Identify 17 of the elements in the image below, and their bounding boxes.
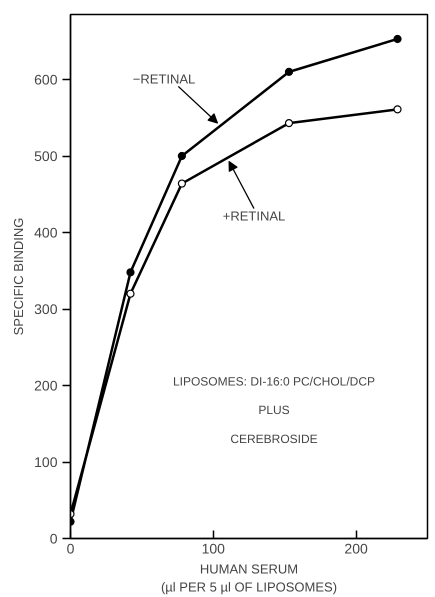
- x-tick-label: 100: [202, 540, 226, 556]
- y-tick-label: 400: [34, 224, 58, 241]
- y-tick-label: 300: [34, 301, 58, 318]
- annotation: −RETINAL: [132, 71, 196, 86]
- y-tick-label: 100: [34, 454, 58, 470]
- annotation: PLUS: [258, 403, 290, 418]
- x-axis-title: HUMAN SERUM (µl PER 5 µl OF LIPOSOMES): [160, 562, 338, 594]
- y-axis-title: SPECIFIC BINDING: [11, 218, 26, 336]
- y-tick-label: 500: [34, 148, 58, 164]
- annotation: +RETINAL: [222, 208, 286, 224]
- x-tick-label: 0: [66, 540, 75, 556]
- y-tick-label: 0: [50, 530, 58, 546]
- y-tick-label: 200: [34, 378, 58, 394]
- x-tick-label: 200: [344, 540, 368, 556]
- annotation: LIPOSOMES: DI-16:0 PC/CHOL/DCP: [172, 374, 376, 388]
- annotation: CEREBROSIDE: [230, 432, 318, 446]
- y-tick-label: 600: [34, 72, 58, 88]
